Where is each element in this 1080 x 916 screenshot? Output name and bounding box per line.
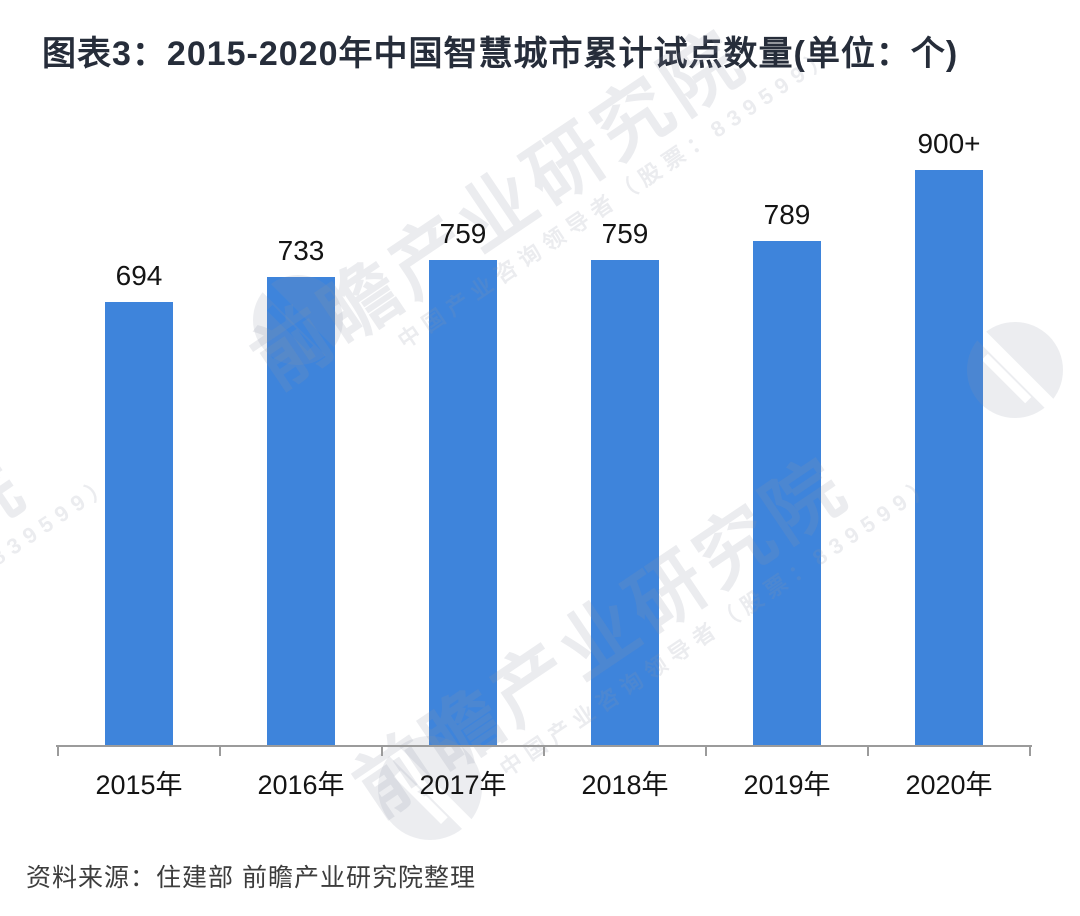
x-axis-tick	[867, 747, 869, 756]
source-note: 资料来源：住建部 前瞻产业研究院整理	[26, 864, 476, 892]
x-axis-tick	[1029, 747, 1031, 756]
value-label-2018年: 759	[601, 218, 649, 249]
bar-2017年	[429, 260, 497, 745]
bar-2015年	[105, 302, 173, 745]
bar-2018年	[591, 260, 659, 745]
x-axis-label-2020年: 2020年	[905, 770, 993, 800]
value-label-2020年: 900+	[917, 128, 981, 159]
bar-2016年	[267, 277, 335, 745]
bars-layer	[105, 170, 983, 745]
bar-2019年	[753, 241, 821, 745]
x-axis-tick	[705, 747, 707, 756]
x-axis-label-2018年: 2018年	[581, 770, 669, 800]
x-axis-tick	[57, 747, 59, 756]
value-label-2017年: 759	[439, 218, 487, 249]
x-axis-tick	[219, 747, 221, 756]
x-axis-label-2015年: 2015年	[95, 770, 183, 800]
value-labels-layer: 694 733 759 759 789 900+	[115, 128, 981, 291]
value-label-2019年: 789	[763, 199, 811, 230]
x-axis-line	[56, 745, 1032, 747]
x-axis-tick	[381, 747, 383, 756]
bar-2020年	[915, 170, 983, 745]
x-axis-label-2016年: 2016年	[257, 770, 345, 800]
x-axis-tick	[543, 747, 545, 756]
value-label-2015年: 694	[115, 260, 163, 291]
value-label-2016年: 733	[277, 235, 325, 266]
x-axis-label-2017年: 2017年	[419, 770, 507, 800]
x-axis-label-2019年: 2019年	[743, 770, 831, 800]
chart-title: 图表3：2015-2020年中国智慧城市累计试点数量(单位：个)	[42, 35, 959, 73]
